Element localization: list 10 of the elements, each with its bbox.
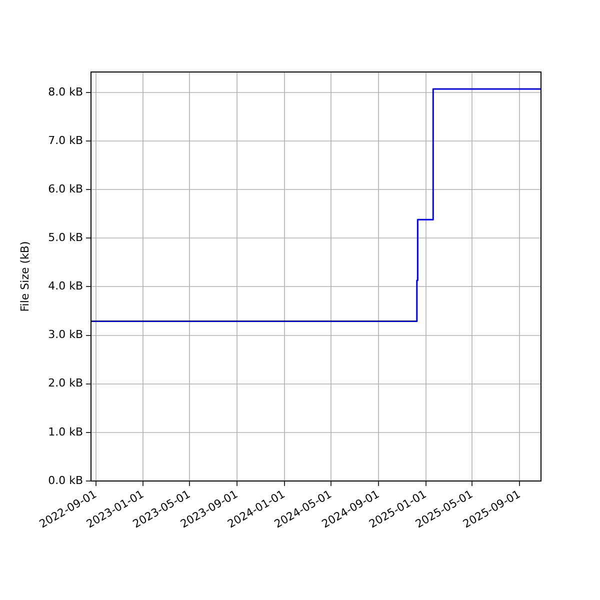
y-tick-label: 3.0 kB xyxy=(48,328,83,342)
y-tick-label: 7.0 kB xyxy=(48,134,83,147)
y-tick-label: 1.0 kB xyxy=(48,425,83,438)
y-tick-label: 0.0 kB xyxy=(48,474,83,487)
y-tick-label: 5.0 kB xyxy=(48,230,83,244)
y-tick-label: 2.0 kB xyxy=(48,376,83,390)
y-tick-label: 8.0 kB xyxy=(48,85,83,98)
y-tick-label: 6.0 kB xyxy=(48,182,83,196)
y-axis-title: File Size (kB) xyxy=(18,241,32,312)
y-tick-label: 4.0 kB xyxy=(48,280,83,293)
